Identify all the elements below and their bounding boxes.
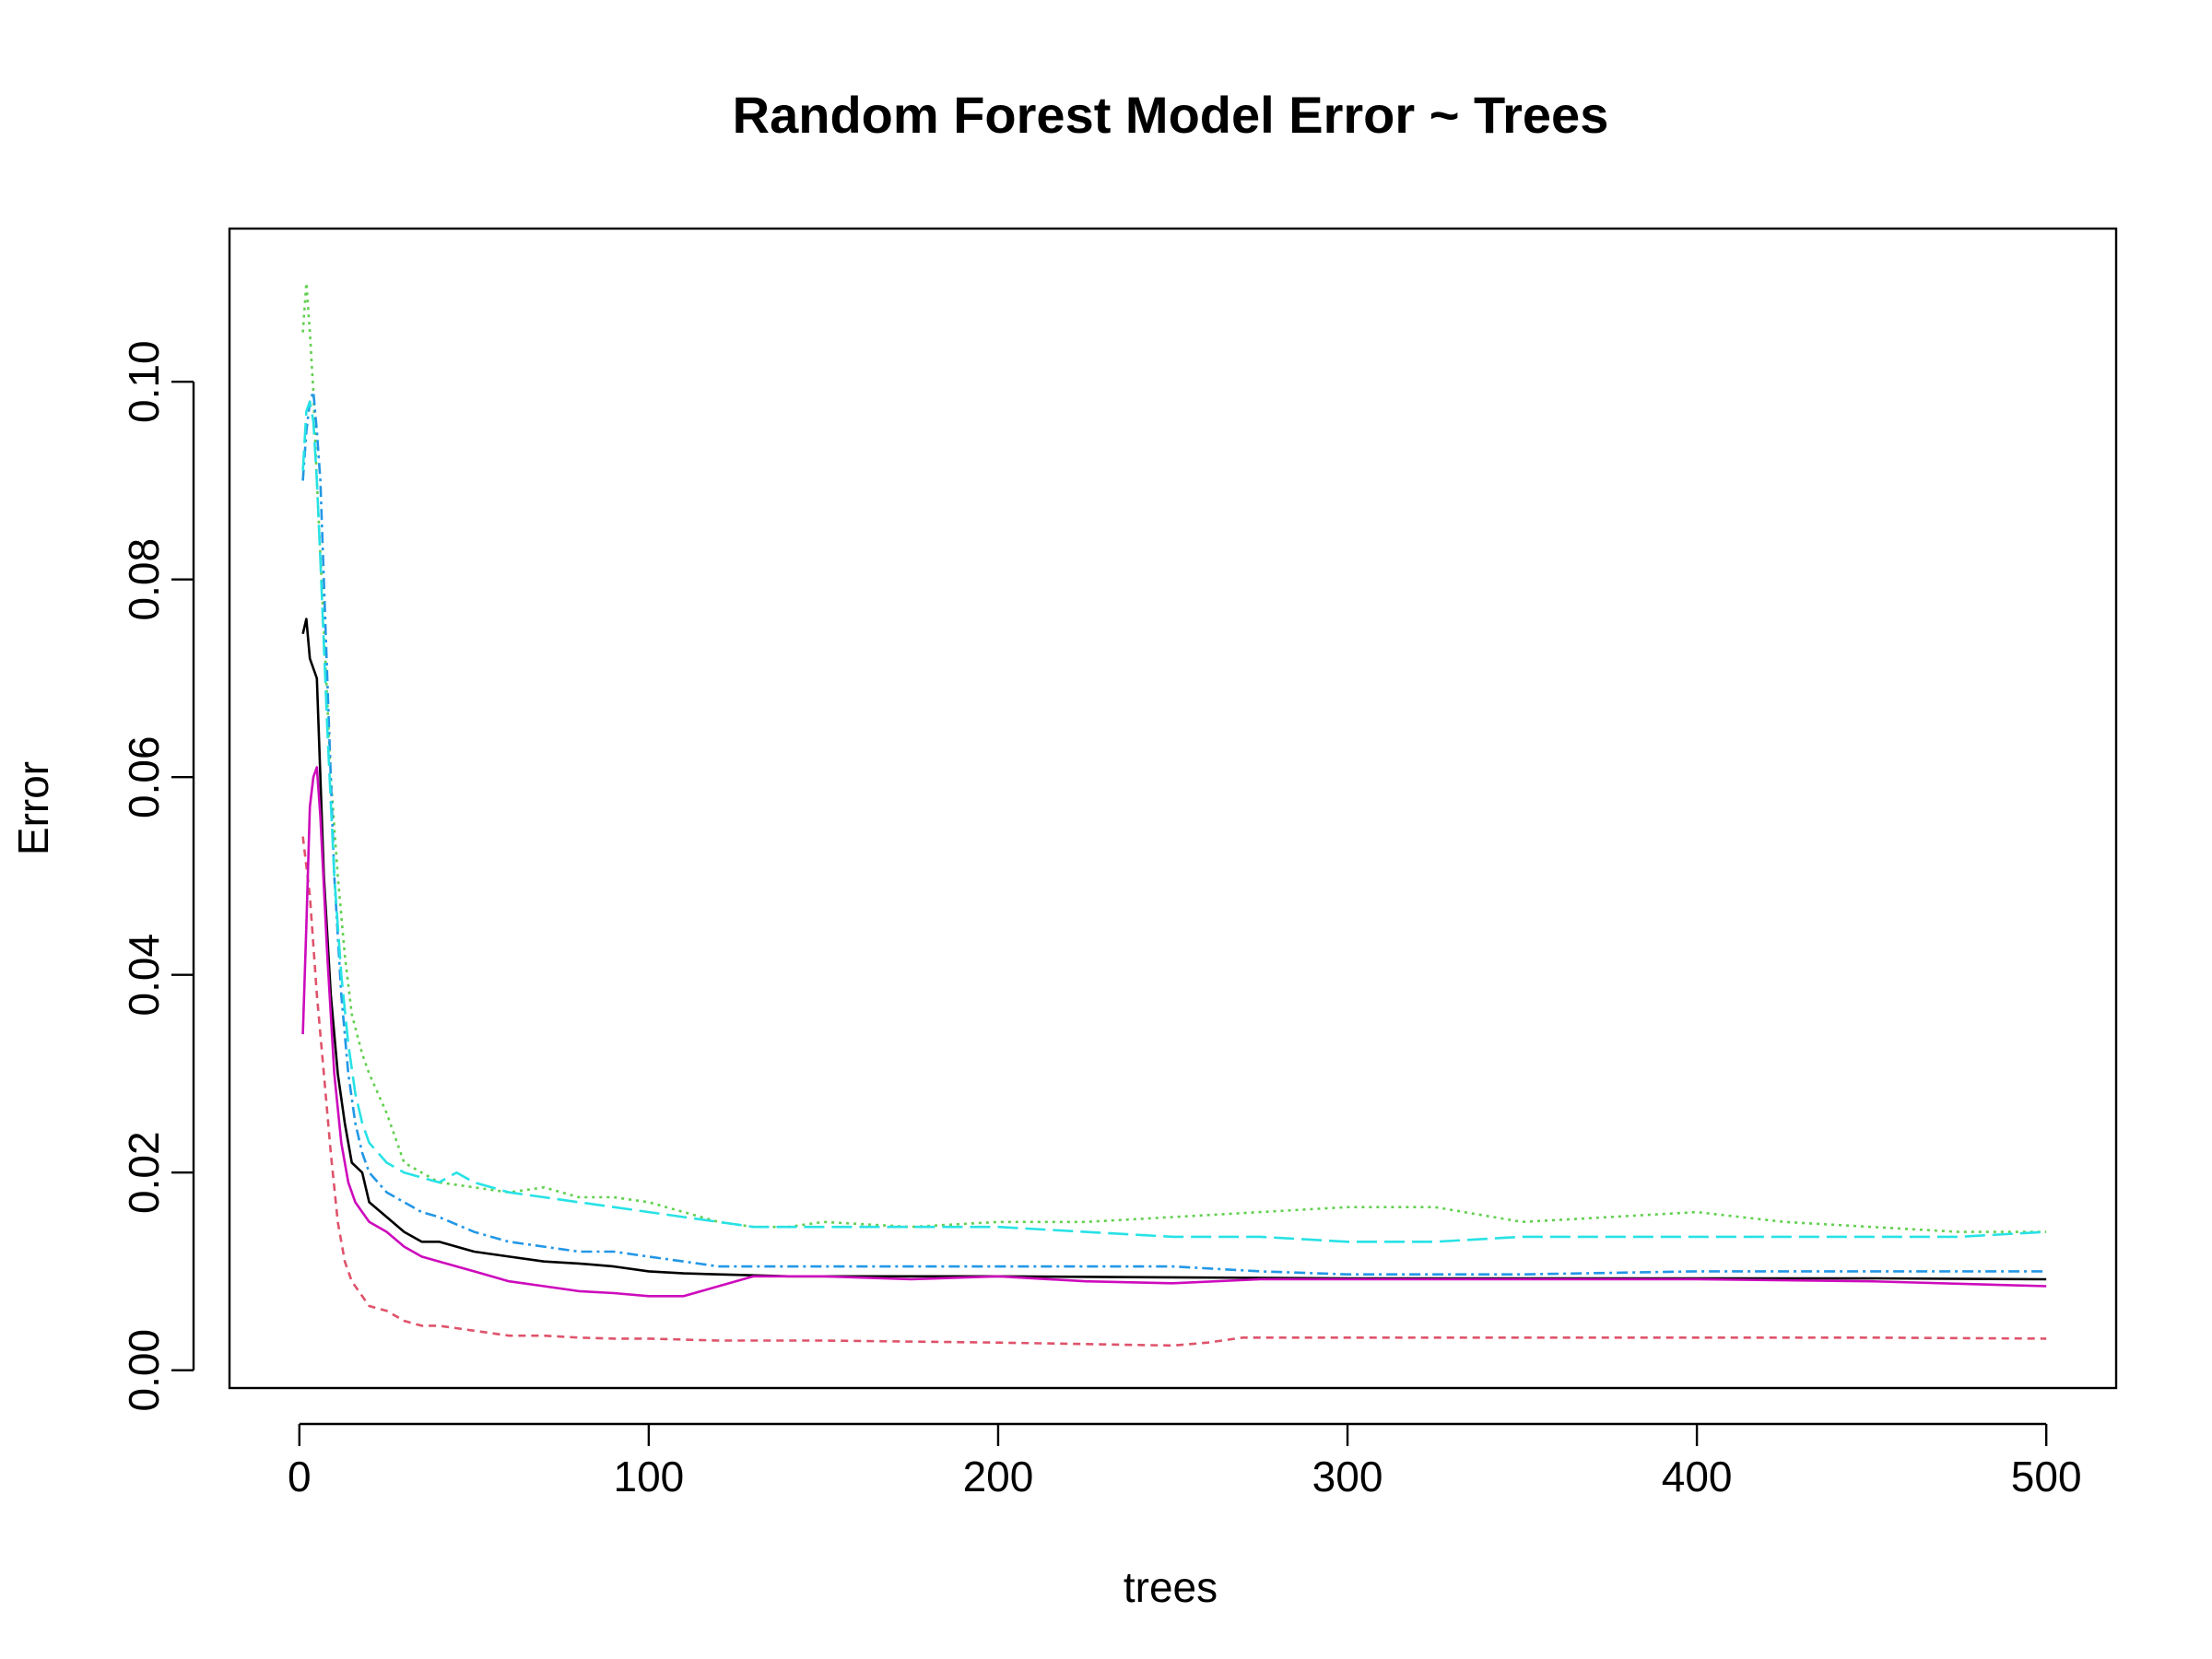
x-axis: 0 100 200 300 400 500 bbox=[288, 1422, 2082, 1500]
y-tick-label: 0.06 bbox=[120, 735, 168, 818]
series-line-2 bbox=[301, 836, 2047, 1347]
chart-title: Random Forest Model Error ~ Trees bbox=[733, 86, 1609, 144]
x-tick-label: 200 bbox=[963, 1453, 1034, 1500]
y-tick-label: 0.04 bbox=[120, 934, 168, 1017]
x-axis-label: trees bbox=[1124, 1563, 1218, 1611]
series-line-1 bbox=[301, 618, 2047, 1281]
plot-area-frame bbox=[228, 227, 2118, 1390]
series-line-3 bbox=[301, 281, 2047, 1233]
y-tick-label: 0.08 bbox=[120, 538, 168, 621]
x-tick-label: 400 bbox=[1662, 1453, 1733, 1500]
series-line-4 bbox=[301, 390, 2047, 1276]
x-tick-label: 100 bbox=[614, 1453, 685, 1500]
y-tick-label: 0.00 bbox=[120, 1329, 168, 1412]
series-layer bbox=[301, 281, 2047, 1347]
x-tick-label: 300 bbox=[1312, 1453, 1383, 1500]
x-tick-label: 500 bbox=[2011, 1453, 2082, 1500]
y-tick-label: 0.02 bbox=[120, 1131, 168, 1214]
series-line-5 bbox=[301, 400, 2047, 1243]
y-axis: 0.00 0.02 0.04 0.06 0.08 0.10 bbox=[120, 340, 195, 1412]
y-axis-label: Error bbox=[9, 761, 57, 855]
y-tick-label: 0.10 bbox=[120, 340, 168, 423]
x-tick-label: 0 bbox=[288, 1453, 312, 1500]
series-line-6 bbox=[301, 766, 2047, 1298]
